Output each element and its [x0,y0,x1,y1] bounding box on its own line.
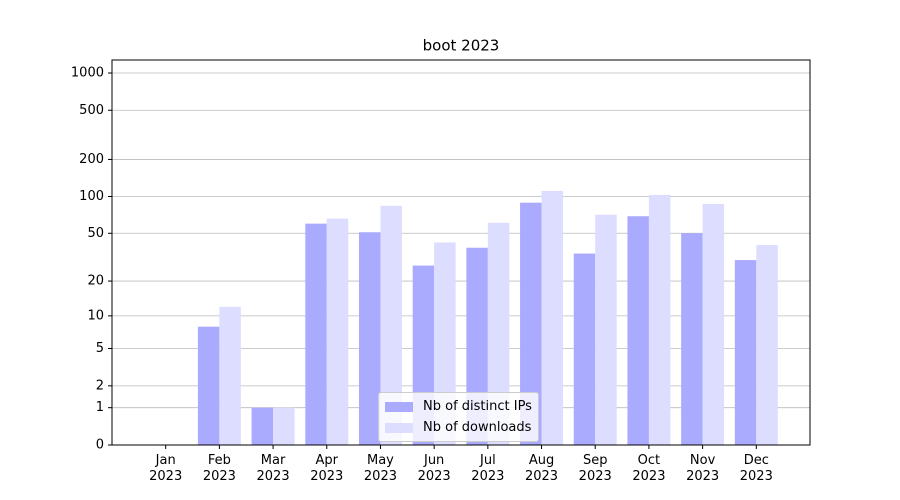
legend-swatch [385,401,413,412]
x-tick-label: Sep 2023 [578,453,612,484]
x-tick-label: Aug 2023 [524,453,559,484]
x-tick-label: Nov 2023 [686,453,720,484]
legend: Nb of distinct IPs Nb of downloads [378,392,539,442]
x-tick-label: Jun 2023 [417,453,451,484]
bar [197,326,220,445]
bar [756,245,778,445]
bar [251,407,274,445]
y-tick-label: 2 [96,378,104,393]
legend-swatch [385,422,413,433]
bar [520,202,542,445]
bar [326,218,349,445]
bar [573,253,596,445]
legend-label: Nb of downloads [423,420,532,435]
bar [541,190,564,445]
x-tick-label: Apr 2023 [310,453,344,484]
x-tick-label: Mar 2023 [256,453,290,484]
x-tick-label: Oct 2023 [632,453,666,484]
x-tick-label: Jul 2023 [471,453,505,484]
y-tick-label: 1 [96,400,104,415]
bar [487,222,510,445]
bar [595,214,617,445]
y-tick-label: 10 [87,308,104,323]
x-tick-label: Feb 2023 [202,453,236,484]
bar [681,233,703,445]
chart-title: boot 2023 [423,37,500,55]
plot-frame [111,59,811,446]
bar [380,205,402,445]
legend-label: Nb of distinct IPs [423,399,532,414]
y-tick-label: 200 [79,152,104,167]
y-tick-label: 500 [79,103,104,118]
legend-item: Nb of downloads [385,417,532,438]
y-tick-label: 1000 [71,65,104,80]
y-tick-label: 50 [87,226,104,241]
y-tick-label: 20 [87,274,104,289]
y-tick-label: 100 [79,189,104,204]
x-tick-label: May 2023 [363,453,397,484]
y-tick-label: 5 [96,341,104,356]
y-tick-label: 0 [96,438,104,453]
bar [648,194,671,445]
bar [702,203,725,445]
bar [734,260,757,445]
bar [627,216,649,445]
bar [273,407,295,445]
x-tick-label: Jan 2023 [149,453,183,484]
bar [305,223,327,445]
legend-item: Nb of distinct IPs [385,396,532,417]
x-tick-label: Dec 2023 [739,453,773,484]
bar [219,306,241,445]
bar [358,232,381,445]
